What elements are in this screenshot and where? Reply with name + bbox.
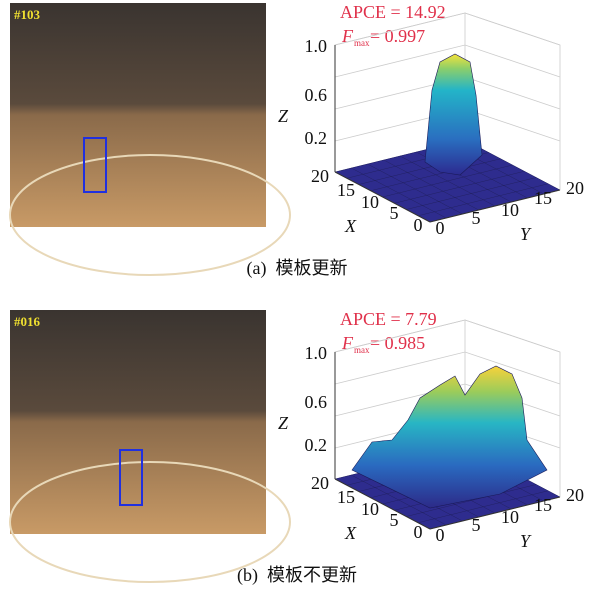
y-axis-label: Y [520, 531, 532, 551]
z-tick-label: 1.0 [305, 343, 328, 363]
y-tick-label: 15 [534, 495, 552, 515]
z-axis-label: Z [278, 106, 289, 126]
video-frame [10, 3, 266, 227]
y-tick-label: 5 [472, 515, 481, 535]
figure: #103APCE = 14.92Fmax= 0.9971.00.60.22015… [0, 0, 595, 590]
y-axis-label: Y [520, 224, 532, 244]
x-tick-label: 0 [414, 522, 423, 542]
x-axis-label: X [344, 523, 357, 543]
y-tick-label: 0 [436, 525, 445, 545]
x-tick-label: 15 [337, 180, 355, 200]
x-tick-label: 20 [311, 166, 329, 186]
z-tick-label: 1.0 [305, 36, 328, 56]
z-tick-label: 0.2 [305, 435, 328, 455]
x-tick-label: 5 [390, 510, 399, 530]
apce-label: APCE = 14.92 [340, 2, 446, 22]
response-surface [425, 54, 482, 175]
z-axis-label: Z [278, 413, 289, 433]
y-tick-label: 0 [436, 218, 445, 238]
caption: (a) 模板更新 [247, 258, 348, 279]
x-tick-label: 5 [390, 203, 399, 223]
x-tick-label: 0 [414, 215, 423, 235]
video-frame [10, 310, 266, 534]
apce-label: APCE = 7.79 [340, 309, 437, 329]
y-tick-label: 10 [501, 507, 519, 527]
y-tick-label: 20 [566, 485, 584, 505]
x-tick-label: 10 [361, 499, 379, 519]
y-tick-label: 15 [534, 188, 552, 208]
y-tick-label: 20 [566, 178, 584, 198]
grid-line [335, 352, 560, 384]
fmax-value: = 0.997 [370, 26, 425, 46]
frame-label: #016 [14, 314, 41, 329]
z-tick-label: 0.6 [305, 85, 328, 105]
fmax-value: = 0.985 [370, 333, 425, 353]
x-axis-label: X [344, 216, 357, 236]
x-tick-label: 10 [361, 192, 379, 212]
caption: (b) 模板不更新 [237, 565, 357, 586]
y-tick-label: 5 [472, 208, 481, 228]
z-tick-label: 0.6 [305, 392, 328, 412]
x-tick-label: 15 [337, 487, 355, 507]
z-tick-label: 0.2 [305, 128, 328, 148]
x-tick-label: 20 [311, 473, 329, 493]
frame-label: #103 [14, 7, 41, 22]
y-tick-label: 10 [501, 200, 519, 220]
